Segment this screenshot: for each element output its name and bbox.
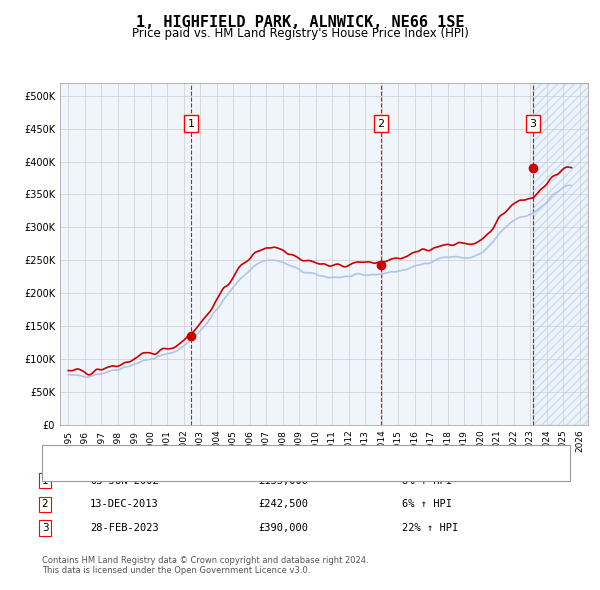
Text: £135,000: £135,000 [258, 476, 308, 486]
Text: 28-FEB-2023: 28-FEB-2023 [90, 523, 159, 533]
Text: 2: 2 [377, 119, 385, 129]
Text: 22% ↑ HPI: 22% ↑ HPI [402, 523, 458, 533]
Text: 13-DEC-2013: 13-DEC-2013 [90, 500, 159, 509]
Text: 3: 3 [529, 119, 536, 129]
Text: 2: 2 [41, 500, 49, 509]
Text: £242,500: £242,500 [258, 500, 308, 509]
Text: Price paid vs. HM Land Registry's House Price Index (HPI): Price paid vs. HM Land Registry's House … [131, 27, 469, 40]
Text: Contains HM Land Registry data © Crown copyright and database right 2024.
This d: Contains HM Land Registry data © Crown c… [42, 556, 368, 575]
Text: 3: 3 [41, 523, 49, 533]
Text: 1, HIGHFIELD PARK, ALNWICK, NE66 1SE: 1, HIGHFIELD PARK, ALNWICK, NE66 1SE [136, 15, 464, 30]
Text: 6% ↑ HPI: 6% ↑ HPI [402, 500, 452, 509]
Text: ——: —— [64, 465, 92, 479]
Bar [533, 83, 588, 425]
Text: 1: 1 [41, 476, 49, 486]
Text: 05-JUN-2002: 05-JUN-2002 [90, 476, 159, 486]
Text: ——: —— [64, 449, 92, 463]
Text: £390,000: £390,000 [258, 523, 308, 533]
Text: HPI: Average price, detached house, Northumberland: HPI: Average price, detached house, Nort… [96, 467, 375, 477]
Text: 8% ↑ HPI: 8% ↑ HPI [402, 476, 452, 486]
Bar [533, 83, 588, 425]
Text: 1, HIGHFIELD PARK, ALNWICK, NE66 1SE (detached house): 1, HIGHFIELD PARK, ALNWICK, NE66 1SE (de… [96, 451, 401, 461]
Text: 1: 1 [187, 119, 194, 129]
